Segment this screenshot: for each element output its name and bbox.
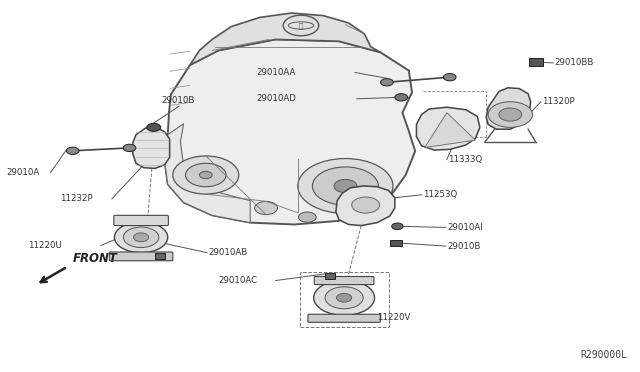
Text: FRONT: FRONT: [72, 252, 118, 265]
FancyBboxPatch shape: [308, 314, 380, 322]
Circle shape: [337, 294, 352, 302]
Text: 11253Q: 11253Q: [423, 190, 457, 199]
Polygon shape: [529, 58, 543, 66]
Text: 11220V: 11220V: [377, 313, 410, 322]
Circle shape: [124, 144, 136, 151]
Polygon shape: [336, 186, 395, 225]
Circle shape: [499, 108, 522, 121]
Text: 29010AB: 29010AB: [209, 248, 248, 257]
Polygon shape: [164, 39, 415, 224]
Polygon shape: [190, 13, 380, 65]
Text: 29010AC: 29010AC: [218, 276, 258, 285]
Text: 29010AA: 29010AA: [257, 68, 296, 77]
Circle shape: [488, 102, 532, 127]
Text: 29010A: 29010A: [6, 168, 39, 177]
Text: Ⓝ: Ⓝ: [299, 22, 303, 29]
Circle shape: [325, 287, 363, 309]
Circle shape: [444, 74, 456, 81]
Text: 29010BB: 29010BB: [555, 58, 594, 67]
Circle shape: [115, 222, 168, 253]
Circle shape: [314, 280, 374, 315]
Text: 11232P: 11232P: [60, 194, 93, 203]
Circle shape: [334, 179, 356, 193]
Circle shape: [200, 171, 212, 179]
Text: 11220U: 11220U: [28, 241, 62, 250]
Text: 11333Q: 11333Q: [448, 155, 483, 164]
Text: 29010AD: 29010AD: [257, 94, 296, 103]
Circle shape: [381, 78, 393, 86]
Circle shape: [147, 124, 161, 131]
FancyBboxPatch shape: [109, 252, 173, 261]
Circle shape: [298, 212, 316, 222]
Circle shape: [124, 227, 159, 247]
Circle shape: [186, 163, 226, 187]
FancyBboxPatch shape: [314, 276, 374, 285]
Text: 29010B: 29010B: [161, 96, 195, 105]
Polygon shape: [133, 127, 170, 169]
Text: 11320P: 11320P: [542, 97, 575, 106]
Circle shape: [134, 233, 148, 242]
Circle shape: [255, 201, 278, 215]
Circle shape: [173, 156, 239, 194]
Text: R290000L: R290000L: [580, 350, 628, 360]
Text: 29010B: 29010B: [447, 241, 480, 251]
Polygon shape: [390, 240, 402, 246]
Circle shape: [298, 158, 393, 214]
Polygon shape: [486, 88, 531, 129]
Polygon shape: [425, 113, 476, 148]
Circle shape: [395, 94, 408, 101]
Polygon shape: [164, 124, 250, 223]
Polygon shape: [417, 107, 480, 150]
Circle shape: [352, 197, 380, 213]
FancyBboxPatch shape: [114, 215, 168, 225]
Polygon shape: [325, 273, 335, 279]
Circle shape: [67, 147, 79, 154]
Polygon shape: [155, 253, 165, 259]
Circle shape: [392, 223, 403, 230]
Circle shape: [312, 167, 378, 205]
Circle shape: [284, 15, 319, 36]
Text: 29010AI: 29010AI: [447, 223, 483, 232]
Bar: [300, 272, 388, 327]
